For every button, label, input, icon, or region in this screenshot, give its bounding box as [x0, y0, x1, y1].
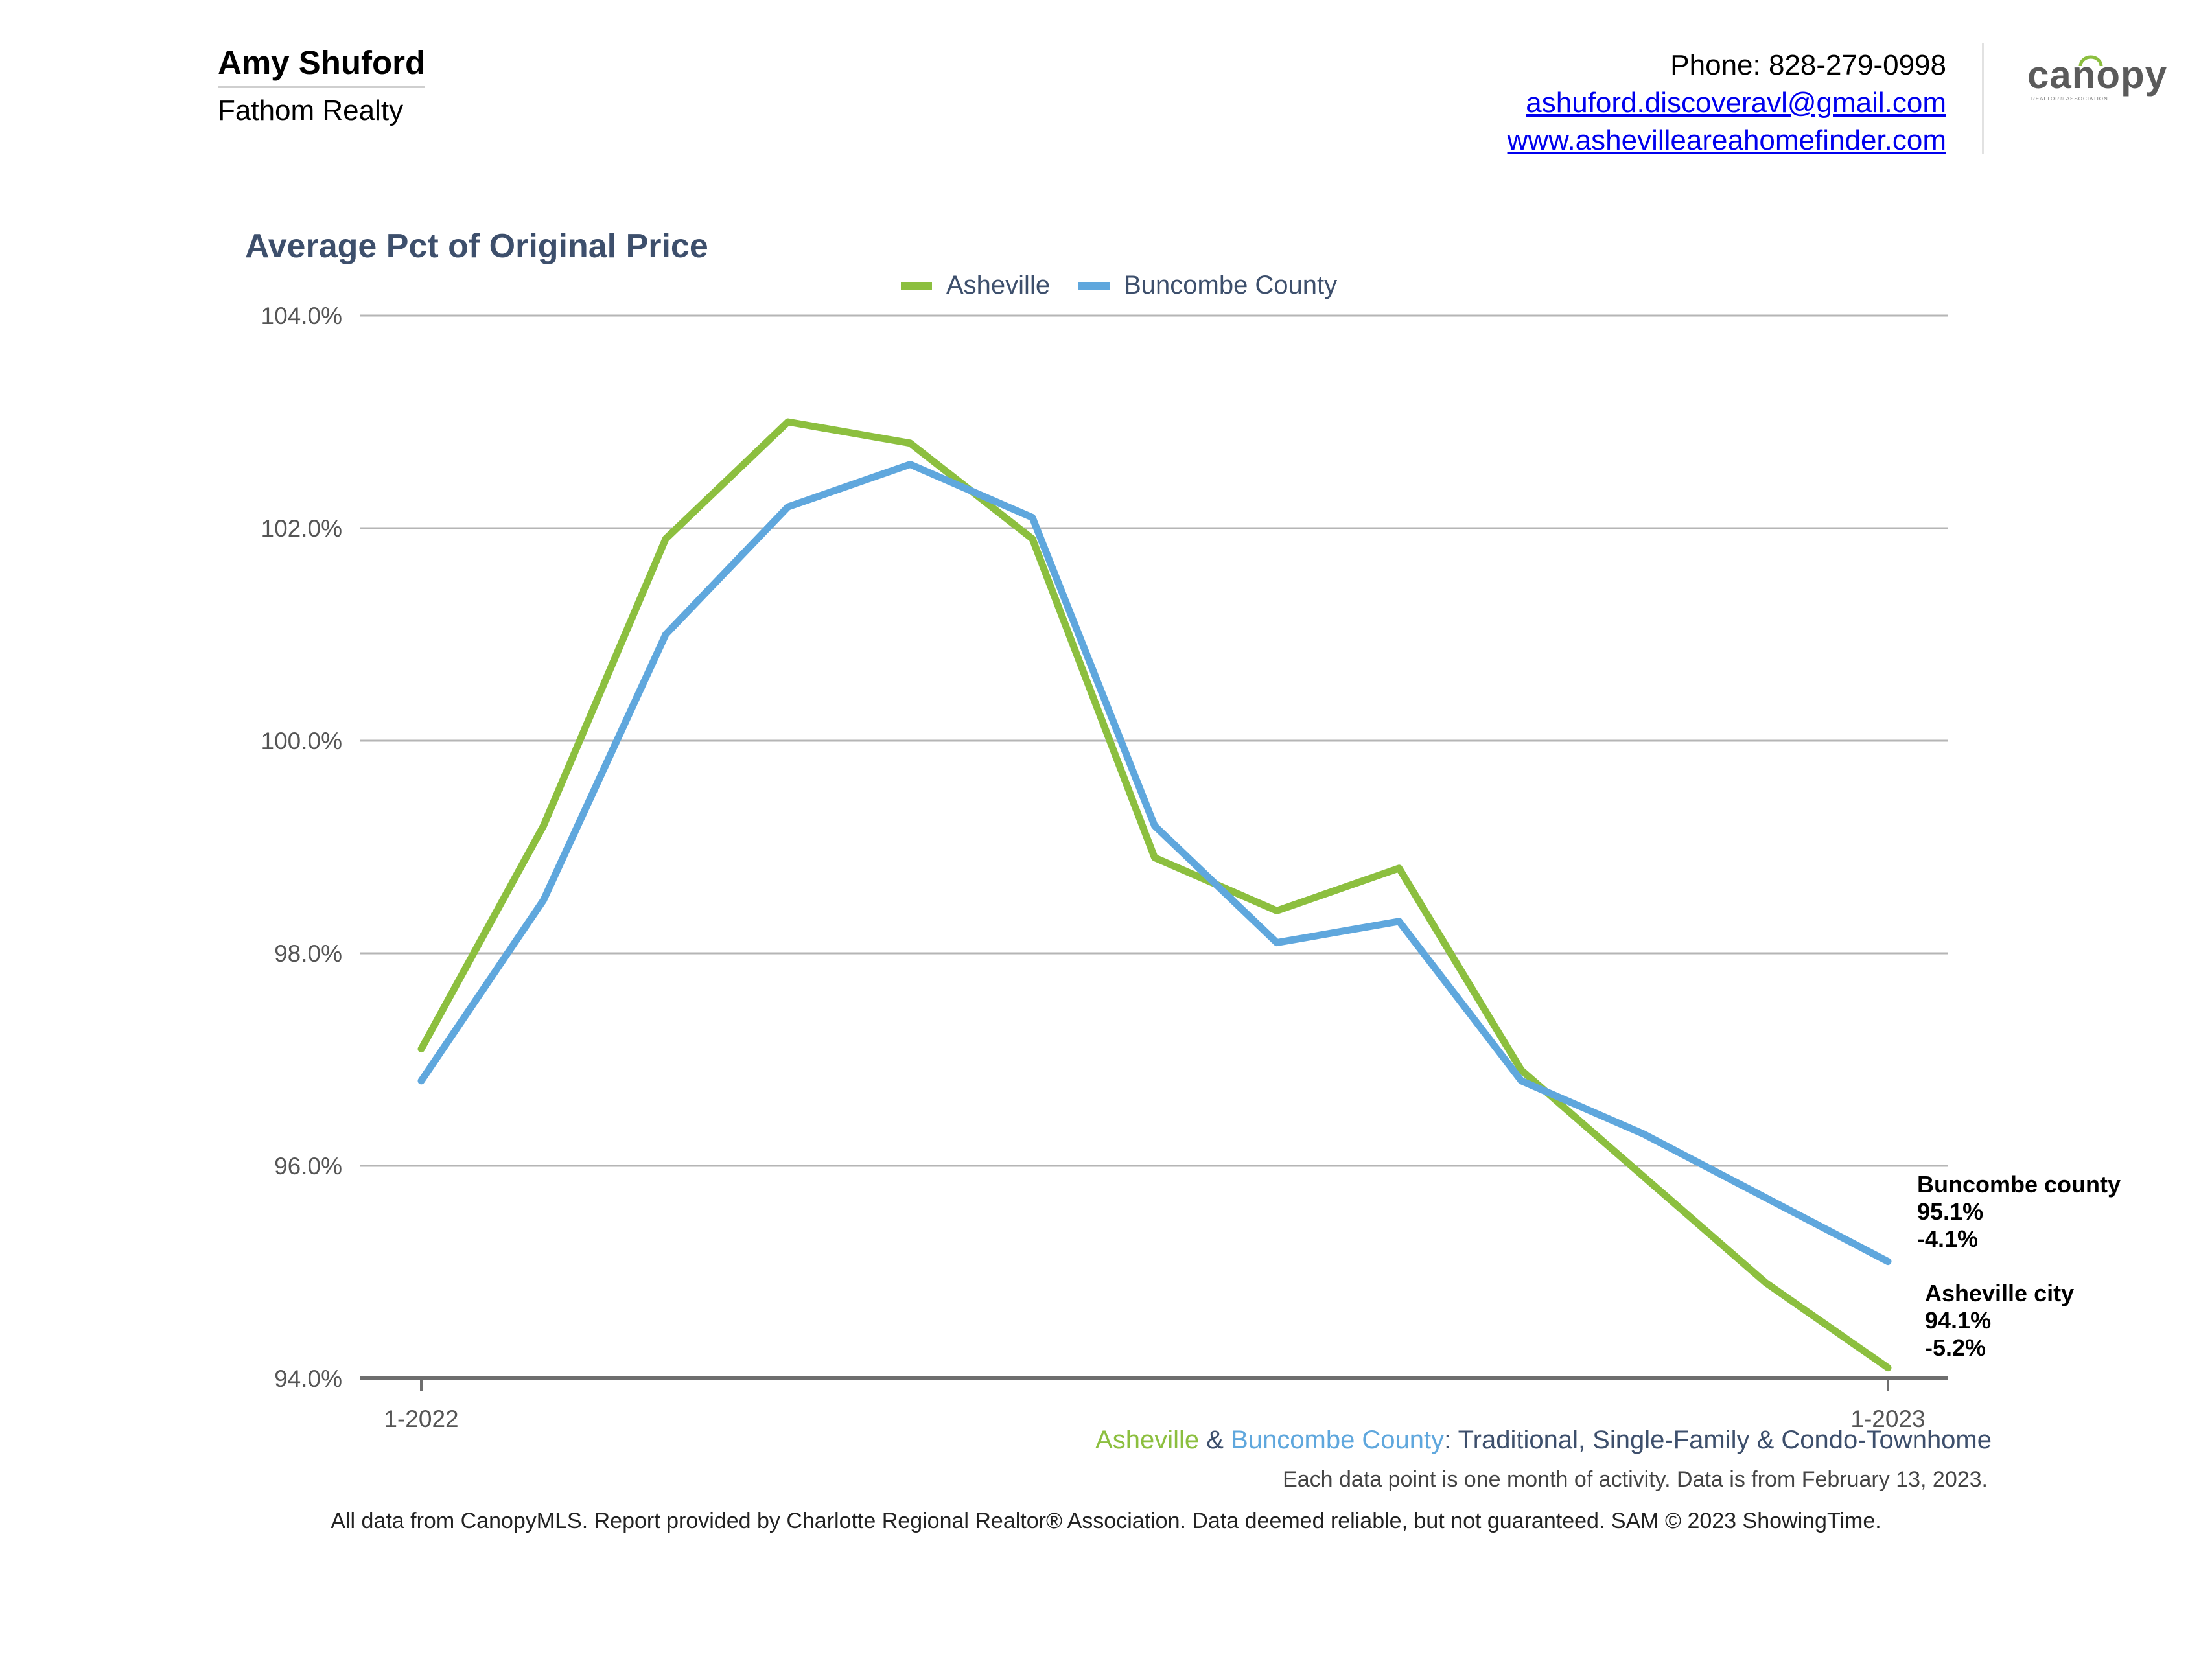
- chart-legend: Asheville Buncombe County: [901, 271, 1366, 300]
- chart-title: Average Pct of Original Price: [245, 227, 708, 265]
- chart-description: Asheville & Buncombe County: Traditional…: [1095, 1426, 1992, 1455]
- y-tick-label: 104.0%: [261, 303, 343, 329]
- source-disclaimer: All data from CanopyMLS. Report provided…: [331, 1509, 1881, 1533]
- legend-swatch-buncombe: [1078, 281, 1110, 290]
- series-line-asheville: [417, 418, 1892, 1372]
- x-tick-label: 1-2023: [1850, 1406, 1925, 1432]
- desc-ampersand: &: [1199, 1426, 1231, 1454]
- annotation-buncombe: Buncombe county: [1917, 1171, 2121, 1198]
- desc-asheville: Asheville: [1095, 1426, 1200, 1454]
- y-tick-label: 100.0%: [261, 728, 343, 754]
- annotation-asheville: Asheville city: [1925, 1280, 2074, 1306]
- agent-company: Fathom Realty: [218, 95, 404, 126]
- contact-block: Phone: 828-279-0998 ashuford.discoveravl…: [1508, 47, 1946, 159]
- data-note: Each data point is one month of activity…: [1283, 1467, 1988, 1492]
- annotation-asheville: -5.2%: [1925, 1334, 1986, 1361]
- y-tick-label: 102.0%: [261, 515, 343, 542]
- legend-item-buncombe: Buncombe County: [1078, 271, 1337, 300]
- logo-arc-icon: [2078, 55, 2103, 67]
- annotation-asheville: 94.1%: [1925, 1307, 1991, 1334]
- desc-property-types: : Traditional, Single-Family & Condo-Tow…: [1444, 1426, 1992, 1454]
- series-line-buncombe: [417, 461, 1892, 1266]
- x-tick-label: 1-2022: [384, 1406, 458, 1432]
- website-link[interactable]: www.ashevilleareahomefinder.com: [1507, 124, 1946, 156]
- annotation-buncombe: -4.1%: [1917, 1225, 1978, 1252]
- y-tick-label: 98.0%: [274, 940, 342, 967]
- y-tick-label: 96.0%: [274, 1153, 342, 1179]
- legend-label-buncombe: Buncombe County: [1124, 271, 1338, 299]
- desc-buncombe: Buncombe County: [1231, 1426, 1445, 1454]
- phone-number: Phone: 828-279-0998: [1670, 49, 1946, 81]
- canopy-logo: canopy REALTOR® ASSOCIATION: [2027, 53, 2167, 105]
- legend-swatch-asheville: [901, 281, 932, 290]
- legend-label-asheville: Asheville: [946, 271, 1051, 299]
- agent-name: Amy Shuford: [218, 44, 426, 88]
- legend-item-asheville: Asheville: [901, 271, 1050, 300]
- header-divider: [1982, 43, 1984, 154]
- logo-subtext: REALTOR® ASSOCIATION: [2031, 96, 2108, 102]
- email-link[interactable]: ashuford.discoveravl@gmail.com: [1526, 87, 1946, 119]
- y-tick-label: 94.0%: [274, 1365, 342, 1392]
- annotation-buncombe: 95.1%: [1917, 1198, 1983, 1225]
